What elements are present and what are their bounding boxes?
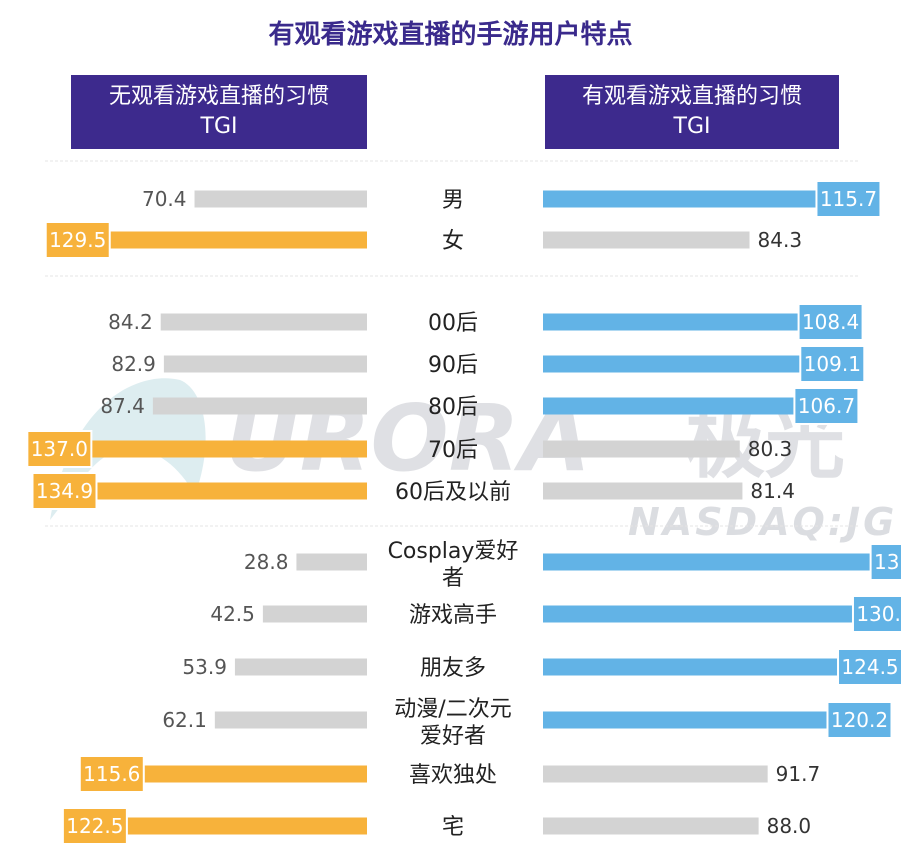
right-bar: [543, 190, 827, 208]
left-bar: [214, 711, 367, 729]
right-bar: [543, 711, 838, 729]
category-label: 宅: [442, 815, 464, 840]
left-header-line-1: 无观看游戏直播的习惯: [108, 84, 329, 109]
category-label: 男: [442, 188, 464, 213]
left-value-label: 62.1: [162, 708, 207, 732]
left-value-label: 87.4: [100, 394, 145, 418]
right-bar: [543, 313, 809, 331]
right-value-badge: [815, 180, 882, 218]
left-value-badge: [61, 807, 128, 845]
right-value-label: 84.3: [758, 228, 803, 252]
category-label: 80后: [428, 395, 478, 420]
right-value-label: 130.6: [856, 602, 901, 626]
category-label: 70后: [428, 438, 478, 463]
category-label: Cosplay爱好: [388, 539, 519, 564]
left-bar: [83, 765, 367, 783]
category-label: 00后: [428, 311, 478, 336]
left-header-line-2: TGI: [200, 114, 238, 139]
right-header-line-2: TGI: [673, 114, 711, 139]
left-bar: [234, 658, 367, 676]
right-value-label: 81.4: [750, 479, 795, 503]
category-label: 90后: [428, 353, 478, 378]
left-bar: [163, 355, 367, 373]
right-value-badge: [797, 303, 864, 341]
right-value-label: 108.4: [802, 310, 859, 334]
left-bar: [36, 482, 368, 500]
right-value-badge: [799, 345, 866, 383]
left-value-label: 70.4: [142, 187, 187, 211]
right-value-label: 88.0: [767, 814, 812, 838]
right-series-header: 有观看游戏直播的习惯 TGI: [545, 75, 839, 149]
right-value-label: 115.7: [820, 187, 877, 211]
left-series-header: 无观看游戏直播的习惯 TGI: [71, 75, 367, 149]
chart-title: 有观看游戏直播的手游用户特点: [268, 20, 633, 50]
category-label: 女: [442, 229, 464, 254]
category-label: 动漫/二次元: [394, 697, 511, 722]
category-label: 爱好者: [420, 724, 486, 749]
left-value-badge: [78, 755, 145, 793]
right-bar: [543, 765, 768, 783]
left-value-label: 134.9: [36, 479, 93, 503]
left-value-badge: [31, 472, 98, 510]
right-value-badge: [851, 595, 901, 633]
left-value-label: 122.5: [66, 814, 123, 838]
right-value-badge: [869, 543, 901, 581]
left-bar: [262, 605, 367, 623]
right-value-label: 80.3: [748, 437, 793, 461]
right-bar: [543, 355, 811, 373]
left-value-label: 115.6: [83, 762, 140, 786]
right-bar: [543, 482, 743, 500]
right-bar: [543, 440, 740, 458]
left-bar: [49, 231, 367, 249]
left-bar: [296, 553, 367, 571]
right-header-line-1: 有观看游戏直播的习惯: [581, 84, 802, 109]
left-value-label: 129.5: [49, 228, 106, 252]
right-value-label: 106.7: [798, 394, 855, 418]
right-value-badge: [793, 387, 860, 425]
right-value-label: 91.7: [776, 762, 821, 786]
category-label: 60后及以前: [395, 480, 511, 505]
left-value-label: 28.8: [244, 550, 289, 574]
left-value-badge: [26, 430, 93, 468]
left-bar: [194, 190, 367, 208]
category-label: 朋友多: [420, 656, 486, 681]
left-value-label: 42.5: [210, 602, 255, 626]
left-bar: [152, 397, 367, 415]
right-value-label: 124.5: [841, 655, 898, 679]
left-bar: [160, 313, 367, 331]
left-value-label: 82.9: [111, 352, 156, 376]
right-bar: [543, 553, 881, 571]
left-value-label: 53.9: [182, 655, 227, 679]
left-bar: [31, 440, 367, 458]
right-value-label: 137.8: [874, 550, 901, 574]
right-value-label: 109.1: [804, 352, 861, 376]
right-bar: [543, 817, 759, 835]
left-value-badge: [44, 221, 111, 259]
category-label: 喜欢独处: [409, 763, 497, 788]
right-bar: [543, 658, 849, 676]
right-value-badge: [826, 701, 893, 739]
left-bar: [66, 817, 367, 835]
category-label: 者: [442, 566, 464, 591]
right-bar: [543, 231, 750, 249]
right-bar: [543, 605, 863, 623]
right-bar: [543, 397, 805, 415]
left-value-label: 84.2: [108, 310, 153, 334]
left-value-label: 137.0: [31, 437, 88, 461]
right-value-label: 120.2: [831, 708, 888, 732]
category-label: 游戏高手: [409, 603, 497, 628]
right-value-badge: [837, 648, 901, 686]
